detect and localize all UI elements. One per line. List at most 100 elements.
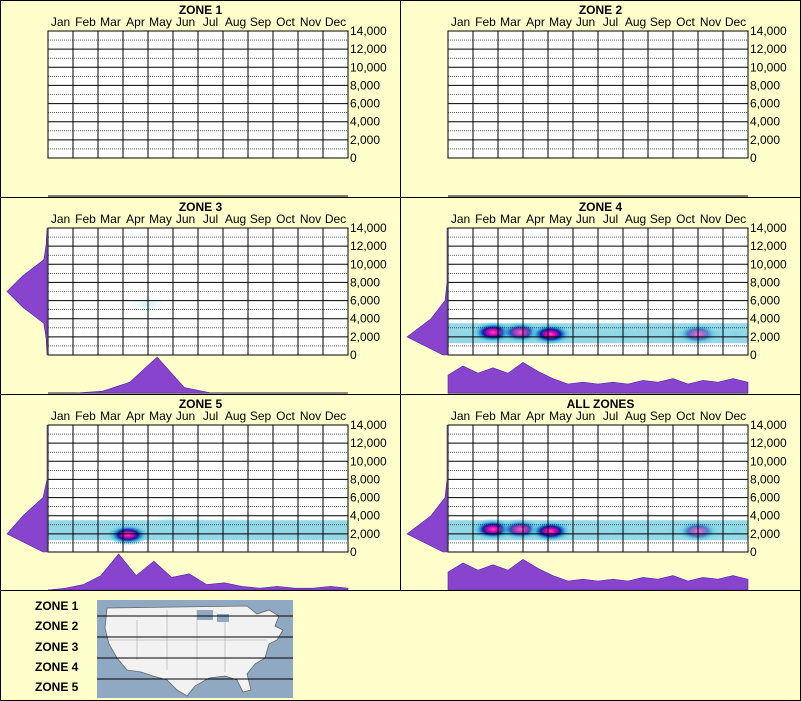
- month-label-aug: Aug: [225, 409, 246, 423]
- month-label-oct: Oct: [276, 212, 295, 226]
- y-tick-label: 4,000: [750, 312, 780, 326]
- month-label-mar: Mar: [100, 15, 121, 29]
- panel-title: ZONE 5: [178, 397, 223, 411]
- month-label-apr: Apr: [126, 409, 145, 423]
- elevation-density: [6, 425, 48, 553]
- month-label-mar: Mar: [100, 409, 121, 423]
- y-tick-label: 10,000: [350, 257, 387, 271]
- month-label-jan: Jan: [451, 409, 470, 423]
- month-label-jun: Jun: [176, 212, 195, 226]
- panel-title: ZONE 1: [178, 3, 223, 17]
- month-label-feb: Feb: [75, 15, 96, 29]
- month-label-jun: Jun: [576, 212, 595, 226]
- panel-zone-1: ZONE 1 Jan Feb Mar Apr May Jun Jul Aug Sep Oct Nov…: [0, 0, 401, 198]
- elevation-density: [406, 228, 448, 356]
- y-tick-label: 8,000: [750, 472, 780, 486]
- y-tick-label: 8,000: [750, 275, 780, 289]
- month-label-may: May: [149, 409, 172, 423]
- hotspot-7: [717, 324, 748, 345]
- month-density: [48, 356, 348, 394]
- month-label-sep: Sep: [250, 409, 272, 423]
- y-tick-label: 6,000: [750, 294, 780, 308]
- y-tick-label: 14,000: [350, 418, 387, 432]
- y-tick-label: 14,000: [350, 24, 387, 38]
- month-label-jul: Jul: [603, 409, 618, 423]
- legend-zone-1: ZONE 1: [35, 599, 79, 613]
- y-tick-label: 6,000: [350, 491, 380, 505]
- month-label-aug: Aug: [625, 212, 646, 226]
- month-label-oct: Oct: [276, 15, 295, 29]
- month-label-jun: Jun: [176, 409, 195, 423]
- chart-svg: Jan Feb Mar Apr May Jun Jul Aug Sep Oct Nov Dec 14,0…: [447, 15, 787, 197]
- y-tick-label: 4,000: [750, 509, 780, 523]
- y-tick-label: 2,000: [350, 527, 380, 541]
- panel-title: ZONE 2: [578, 3, 623, 17]
- month-label-sep: Sep: [650, 15, 672, 29]
- month-label-dec: Dec: [725, 409, 746, 423]
- month-label-sep: Sep: [650, 409, 672, 423]
- month-label-aug: Aug: [225, 212, 246, 226]
- month-label-apr: Apr: [526, 409, 545, 423]
- legend-zone-4: ZONE 4: [35, 660, 79, 674]
- zone-legend: ZONE 1 ZONE 2 ZONE 3 ZONE 4 ZONE 5: [0, 590, 801, 701]
- month-label-mar: Mar: [500, 212, 521, 226]
- month-label-jan: Jan: [51, 409, 70, 423]
- chart-svg: Jan Feb Mar Apr May Jun Jul Aug Sep Oct Nov Dec 14,0…: [406, 212, 787, 394]
- y-tick-label: 10,000: [750, 60, 787, 74]
- month-label-may: May: [549, 212, 572, 226]
- y-tick-label: 0: [750, 545, 757, 559]
- y-tick-label: 0: [750, 151, 757, 165]
- month-label-apr: Apr: [126, 212, 145, 226]
- month-label-feb: Feb: [75, 409, 96, 423]
- month-label-apr: Apr: [526, 212, 545, 226]
- month-label-feb: Feb: [75, 212, 96, 226]
- hotspot-7: [717, 521, 748, 542]
- month-label-mar: Mar: [100, 212, 121, 226]
- month-label-aug: Aug: [625, 409, 646, 423]
- y-tick-label: 14,000: [750, 221, 787, 235]
- month-label-jan: Jan: [451, 15, 470, 29]
- legend-zone-3: ZONE 3: [35, 640, 79, 654]
- y-tick-label: 2,000: [750, 527, 780, 541]
- y-tick-label: 2,000: [750, 133, 780, 147]
- legend-zone-2: ZONE 2: [35, 619, 79, 633]
- elevation-density: [6, 227, 48, 356]
- month-label-sep: Sep: [250, 15, 272, 29]
- y-tick-label: 6,000: [750, 97, 780, 111]
- y-tick-label: 2,000: [750, 330, 780, 344]
- y-tick-label: 0: [350, 348, 357, 362]
- month-label-jun: Jun: [576, 409, 595, 423]
- month-density: [47, 553, 349, 590]
- month-label-dec: Dec: [725, 15, 746, 29]
- chart-svg: Jan Feb Mar Apr May Jun Jul Aug Sep Oct Nov Dec 14,0…: [6, 409, 387, 590]
- month-label-feb: Feb: [475, 409, 496, 423]
- panel-title: ALL ZONES: [566, 397, 635, 411]
- month-label-jan: Jan: [451, 212, 470, 226]
- month-label-jan: Jan: [51, 15, 70, 29]
- month-label-nov: Nov: [300, 15, 321, 29]
- month-label-nov: Nov: [700, 409, 721, 423]
- month-label-may: May: [549, 15, 572, 29]
- month-label-may: May: [149, 15, 172, 29]
- y-tick-label: 12,000: [350, 436, 387, 450]
- hotspot-0: [106, 523, 150, 546]
- panel-zone-2: ZONE 2 Jan Feb Mar Apr May Jun Jul Aug Sep Oct Nov…: [400, 0, 801, 198]
- month-label-dec: Dec: [725, 212, 746, 226]
- panel-title: ZONE 4: [578, 200, 623, 214]
- month-label-jun: Jun: [576, 15, 595, 29]
- month-label-jul: Jul: [203, 15, 218, 29]
- y-tick-label: 10,000: [750, 454, 787, 468]
- y-tick-label: 4,000: [350, 115, 380, 129]
- month-label-nov: Nov: [300, 212, 321, 226]
- month-label-oct: Oct: [676, 15, 695, 29]
- month-label-apr: Apr: [526, 15, 545, 29]
- y-tick-label: 14,000: [750, 418, 787, 432]
- month-label-oct: Oct: [676, 409, 695, 423]
- y-tick-label: 12,000: [750, 239, 787, 253]
- y-tick-label: 12,000: [750, 436, 787, 450]
- y-tick-label: 8,000: [350, 78, 380, 92]
- month-label-oct: Oct: [276, 409, 295, 423]
- month-label-feb: Feb: [475, 15, 496, 29]
- month-density: [447, 559, 749, 590]
